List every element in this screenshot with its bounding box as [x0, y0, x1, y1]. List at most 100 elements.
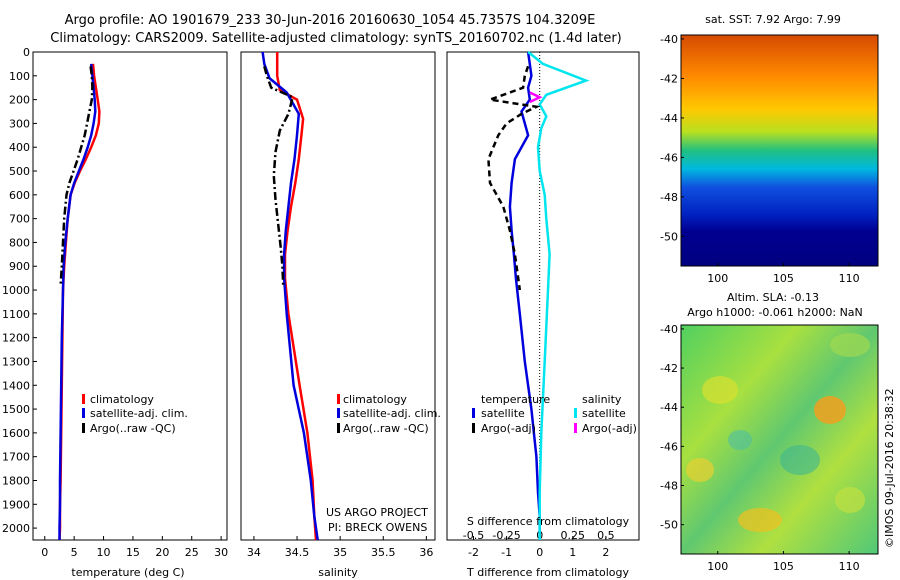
series-line-argo-raw-qc-	[59, 66, 94, 286]
depth-tick-label: 700	[9, 213, 30, 226]
series-line-temperature-satellite	[508, 51, 541, 540]
depth-tick-label: 200	[9, 94, 30, 107]
map-lon-label: 100	[707, 560, 728, 573]
depth-tick-label: 300	[9, 117, 30, 130]
depth-tick-label: 800	[9, 236, 30, 249]
legend-head-temperature: temperature	[481, 393, 550, 406]
map-lon-label: 110	[839, 272, 860, 285]
sla-map-title-2: Argo h1000: -0.061 h2000: NaN	[687, 306, 863, 319]
x-tick-label: 34.5	[285, 546, 310, 559]
s-difference-axis-label: S difference from climatology	[467, 515, 630, 528]
legend-swatch-satellite	[82, 408, 85, 418]
map-lat-label: -44	[660, 401, 678, 414]
legend-label-s-argo: Argo(-adj)	[582, 422, 637, 435]
series-line-temperature-argo-adj-	[487, 65, 541, 291]
series-line-climatology	[58, 63, 101, 541]
legend-label-climatology-2: climatology	[343, 393, 407, 406]
depth-ticks: 0 100 200 300 400 500 600 700 800 900 1000 1100 1200…	[2, 46, 37, 535]
map-lat-label: -48	[660, 191, 678, 204]
x-tick-label: 35	[333, 546, 347, 559]
legend-swatch-satellite-2	[337, 408, 340, 418]
legend-swatch-s-satellite	[574, 408, 577, 418]
series-line-argo-raw-qc-	[263, 65, 295, 286]
header-line-2: Climatology: CARS2009. Satellite-adjuste…	[50, 31, 622, 46]
map-lat-label: -42	[660, 72, 678, 85]
map-lat-label: -50	[660, 230, 678, 243]
credit-pi: PI: BRECK OWENS	[328, 521, 427, 534]
depth-tick-label: 400	[9, 141, 30, 154]
salinity-axes-frame	[240, 51, 436, 541]
salinity-panel: 34 34.5 35 35.5 36 salinity climatology sate…	[240, 51, 441, 579]
series-line-salinity-satellite	[527, 51, 590, 540]
difference-legend: temperature salinity satellite satellite…	[472, 393, 637, 435]
depth-tick-label: 1800	[2, 474, 30, 487]
depth-tick-label: 1500	[2, 403, 30, 416]
x-tick-label: 1	[569, 546, 576, 559]
series-line-climatology	[275, 52, 318, 541]
map-lat-label: -44	[660, 112, 678, 125]
series-line-satellite-adj-clim-	[58, 63, 97, 540]
legend-swatch-t-satellite	[472, 408, 475, 418]
x-tick-label: -2	[468, 546, 479, 559]
x-tick-label: 10	[97, 546, 111, 559]
legend-label-t-satellite: satellite	[481, 407, 525, 420]
temperature-panel: 0100200300400500600700800900100011001200…	[2, 46, 228, 579]
legend-label-climatology: climatology	[90, 393, 154, 406]
map-lat-label: -50	[660, 519, 678, 532]
x-tick-label: 15	[126, 546, 140, 559]
x-tick-label: 35.5	[371, 546, 396, 559]
depth-tick-label: 500	[9, 165, 30, 178]
temperature-legend: climatology satellite-adj. clim. Argo(..…	[82, 393, 188, 435]
sst-map-image	[680, 34, 879, 267]
depth-tick-label: 1700	[2, 451, 30, 464]
legend-label-argo: Argo(..raw -QC)	[90, 422, 176, 435]
legend-label-satellite-2: satellite-adj. clim.	[343, 407, 441, 420]
legend-swatch-climatology	[82, 394, 85, 404]
temperature-axis-label: temperature (deg C)	[71, 566, 184, 579]
x-tick-label: 36	[419, 546, 433, 559]
legend-swatch-argo	[82, 423, 85, 433]
x-tick-label: 5	[71, 546, 78, 559]
depth-tick-label: 1100	[2, 308, 30, 321]
temperature-axes-frame	[32, 51, 228, 541]
depth-tick-label: 1000	[2, 284, 30, 297]
map-lon-label: 100	[707, 272, 728, 285]
watermark: ©IMOS 09-Jul-2016 20:38:32	[883, 388, 896, 548]
s-tick-label: -0.5	[463, 529, 484, 542]
map-lat-label: -40	[660, 33, 678, 46]
s-tick-label: -0.25	[492, 529, 520, 542]
legend-label-t-argo: Argo(-adj)	[481, 422, 536, 435]
legend-swatch-argo-2	[337, 423, 340, 433]
depth-tick-label: 1900	[2, 498, 30, 511]
depth-tick-label: 100	[9, 70, 30, 83]
salinity-ticks: 34 34.5 35 35.5 36	[247, 536, 433, 559]
header-line-1: Argo profile: AO 1901679_233 30-Jun-2016…	[65, 13, 596, 28]
s-tick-label: 0.5	[597, 529, 615, 542]
depth-tick-label: 1600	[2, 427, 30, 440]
t-difference-axis-label: T difference from climatology	[466, 566, 629, 579]
temperature-ticks: 0 5 10 15 20 25 30	[41, 536, 228, 559]
legend-label-argo-2: Argo(..raw -QC)	[343, 422, 429, 435]
series-line-salinity-argo-adj-	[529, 91, 543, 104]
sla-map-panel: Altim. SLA: -0.13 Argo h1000: -0.061 h20…	[660, 291, 896, 573]
x-tick-label: 34	[247, 546, 261, 559]
map-lat-label: -48	[660, 479, 678, 492]
map-lat-label: -40	[660, 323, 678, 336]
depth-tick-label: 2000	[2, 522, 30, 535]
depth-tick-label: 1200	[2, 332, 30, 345]
map-lon-label: 105	[773, 560, 794, 573]
depth-tick-label: 900	[9, 260, 30, 273]
x-tick-label: 0	[536, 546, 543, 559]
map-lat-label: -42	[660, 362, 678, 375]
depth-tick-label: 1300	[2, 355, 30, 368]
sst-map-title: sat. SST: 7.92 Argo: 7.99	[705, 13, 841, 26]
salinity-legend: climatology satellite-adj. clim. Argo(..…	[337, 393, 441, 435]
credit-project: US ARGO PROJECT	[326, 506, 428, 519]
legend-head-salinity: salinity	[582, 393, 622, 406]
legend-swatch-s-argo	[574, 423, 577, 433]
difference-panel: -2 -1 0 1 2 -0.5 -0.25 0 0.25 0.5 S difference f…	[446, 51, 640, 579]
x-tick-label: -1	[501, 546, 512, 559]
x-tick-label: 0	[41, 546, 48, 559]
sst-map-ticks: -40 -42 -44 -46 -48 -50 100 105 110	[660, 33, 860, 285]
map-lon-label: 110	[839, 560, 860, 573]
